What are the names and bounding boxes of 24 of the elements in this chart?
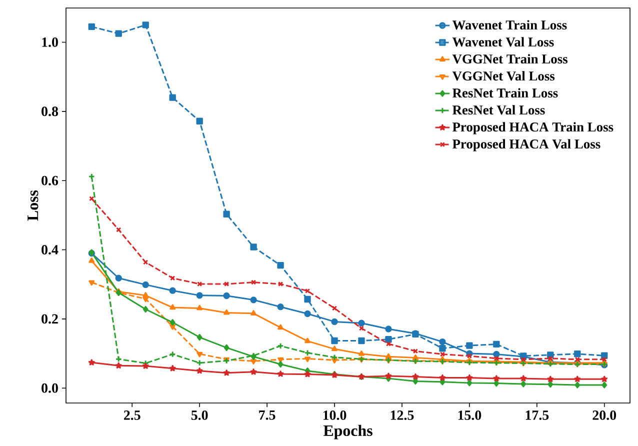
y-tick-label: 1.0: [42, 37, 58, 47]
x-axis-title: Epochs: [323, 424, 372, 440]
legend-label: ResNet Val Loss: [452, 105, 545, 115]
y-tick-label: 0.8: [42, 106, 58, 116]
y-tick-label: 0.4: [42, 245, 58, 255]
x-tick-label: 17.5: [526, 410, 549, 420]
x-tick-label: 10.0: [323, 410, 346, 420]
x-tick-label: 2.5: [124, 410, 140, 420]
legend-label: VGGNet Train Loss: [452, 54, 568, 64]
legend-label: Proposed HACA Train Loss: [452, 122, 614, 134]
x-tick-label: 12.5: [390, 410, 414, 420]
y-axis-title: Loss: [28, 190, 38, 221]
legend-label: VGGNet Val Loss: [452, 71, 555, 81]
x-tick-label: 5.0: [191, 410, 208, 420]
legend-label: Proposed HACA Val Loss: [452, 139, 600, 152]
x-tick-label: 20.0: [592, 410, 616, 420]
legend-label: Wavenet Train Loss: [452, 20, 567, 30]
x-tick-label: 15.0: [458, 410, 482, 420]
legend-label: Wavenet Val Loss: [452, 37, 554, 47]
y-tick-label: 0.6: [42, 176, 58, 186]
y-tick-label: 0.0: [42, 383, 58, 393]
y-tick-label: 0.2: [42, 314, 58, 324]
legend-label: ResNet Train Loss: [452, 88, 558, 98]
x-tick-label: 7.5: [259, 410, 276, 420]
